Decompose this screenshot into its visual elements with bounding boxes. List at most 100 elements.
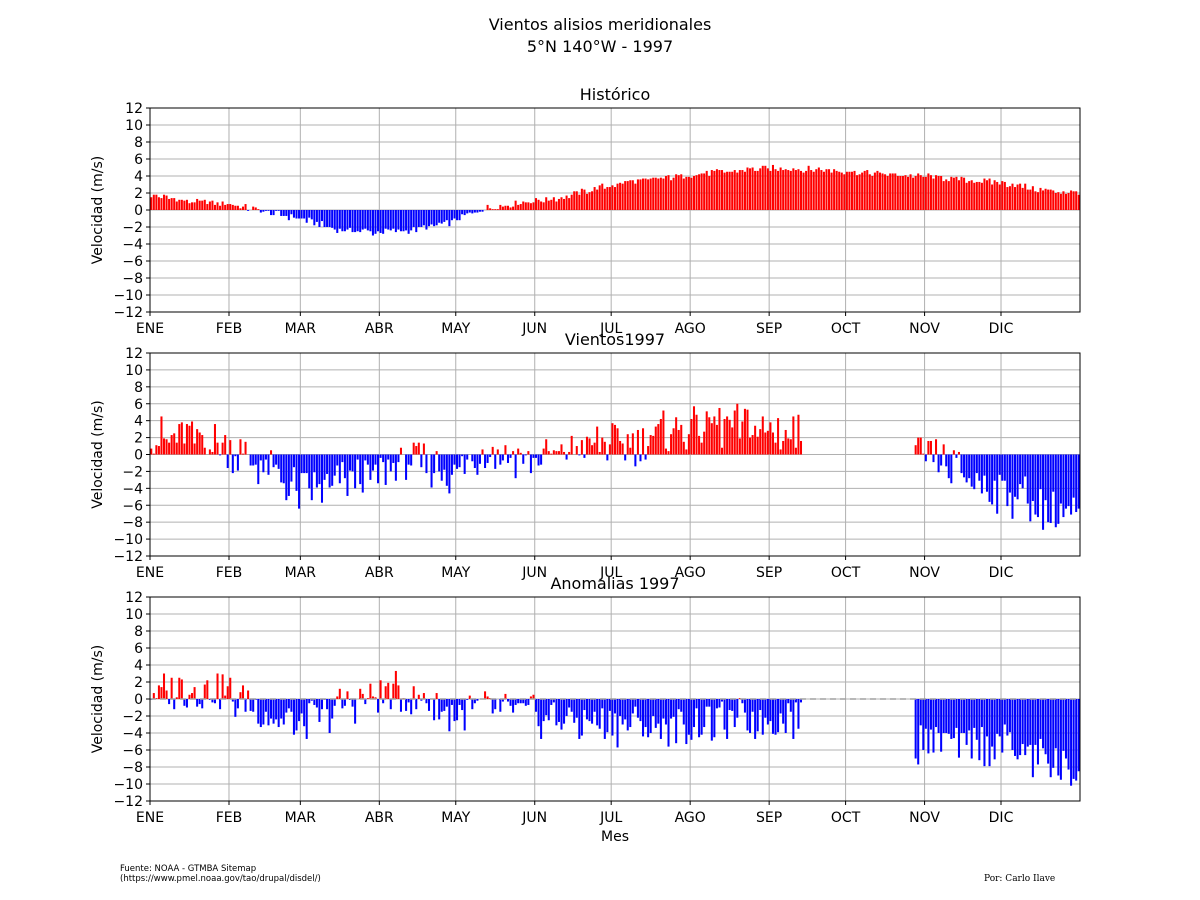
daily-bar — [631, 433, 634, 455]
daily-bar — [180, 679, 183, 699]
daily-bar — [940, 454, 943, 466]
daily-bar — [229, 440, 232, 455]
daily-bar — [1008, 454, 1011, 493]
daily-bar — [529, 696, 532, 699]
daily-bar — [624, 454, 627, 461]
daily-bar — [509, 454, 512, 458]
daily-bar — [894, 173, 897, 210]
daily-bar — [295, 210, 298, 219]
daily-bar — [1067, 454, 1070, 507]
daily-bar — [759, 168, 762, 210]
daily-bar — [504, 445, 507, 455]
daily-bar — [970, 180, 973, 210]
daily-bar — [252, 206, 255, 210]
daily-bar — [858, 174, 861, 210]
daily-bar — [524, 699, 527, 706]
y-tick-label: −2 — [122, 220, 143, 236]
daily-bar — [596, 189, 599, 210]
daily-bar — [272, 454, 275, 468]
daily-bar — [914, 176, 917, 210]
daily-bar — [596, 426, 599, 455]
daily-bar — [670, 699, 673, 719]
daily-bar — [759, 429, 762, 455]
daily-bar — [695, 414, 698, 455]
daily-bar — [450, 699, 453, 705]
daily-bar — [481, 210, 484, 212]
daily-bar — [162, 673, 166, 699]
daily-bar — [231, 204, 234, 210]
daily-bar — [988, 454, 991, 502]
daily-bar — [695, 699, 698, 709]
daily-bar — [371, 454, 374, 471]
daily-bar — [484, 691, 487, 699]
daily-bar — [422, 443, 425, 455]
daily-bar — [351, 210, 354, 233]
daily-bar — [1006, 454, 1009, 507]
daily-bar — [695, 175, 698, 210]
daily-bar — [461, 210, 464, 215]
daily-bar — [168, 442, 171, 455]
daily-bar — [937, 699, 940, 733]
daily-bar — [216, 442, 219, 455]
daily-bar — [226, 686, 229, 699]
daily-bar — [1034, 699, 1037, 745]
daily-bar — [754, 170, 757, 210]
daily-bar — [392, 210, 395, 229]
daily-bar — [315, 454, 318, 488]
daily-bar — [957, 699, 960, 758]
daily-bar — [761, 416, 764, 455]
daily-bar — [588, 438, 591, 455]
daily-bar — [794, 170, 797, 210]
daily-bar — [935, 439, 938, 455]
daily-bar — [942, 444, 945, 455]
daily-bar — [1047, 454, 1050, 523]
y-tick-label: −8 — [122, 760, 143, 776]
daily-bar — [517, 448, 520, 455]
daily-bar — [336, 454, 339, 466]
daily-bar — [710, 699, 713, 741]
daily-bar — [1054, 699, 1057, 749]
daily-bar — [659, 699, 662, 739]
daily-bar — [1049, 454, 1052, 524]
daily-bar — [685, 449, 688, 455]
daily-bar — [565, 699, 568, 716]
daily-bar — [270, 210, 273, 216]
daily-bar — [542, 699, 545, 722]
daily-bar — [397, 454, 400, 463]
daily-bar — [1064, 699, 1068, 759]
daily-bar — [491, 209, 494, 210]
daily-bar — [662, 410, 665, 455]
daily-bar — [1044, 188, 1047, 210]
daily-bar — [983, 699, 986, 767]
daily-bar — [1075, 699, 1078, 781]
daily-bar — [1064, 193, 1068, 210]
daily-bar — [585, 193, 588, 210]
daily-bar — [550, 453, 553, 455]
y-tick-label: −4 — [122, 481, 143, 497]
daily-bar — [450, 454, 453, 475]
daily-bar — [264, 454, 267, 460]
daily-bar — [1047, 699, 1050, 764]
daily-bar — [249, 699, 252, 711]
daily-bar — [466, 699, 469, 700]
daily-bar — [700, 442, 703, 455]
daily-bar — [723, 172, 726, 210]
daily-bar — [150, 197, 153, 210]
daily-bar — [917, 437, 920, 455]
daily-bar — [157, 197, 160, 210]
daily-bar — [713, 170, 716, 210]
daily-bar — [165, 690, 168, 699]
daily-bar — [346, 454, 349, 496]
daily-bar — [720, 170, 724, 210]
daily-bar — [224, 435, 227, 455]
daily-bar — [461, 699, 464, 711]
daily-bar — [749, 699, 752, 733]
daily-bar — [191, 421, 194, 455]
daily-bar — [980, 182, 983, 210]
daily-bar — [453, 210, 456, 219]
daily-bar — [524, 202, 527, 210]
daily-bar — [715, 424, 718, 455]
daily-bar — [866, 170, 869, 210]
daily-bar — [341, 699, 344, 709]
daily-bar — [585, 699, 588, 720]
